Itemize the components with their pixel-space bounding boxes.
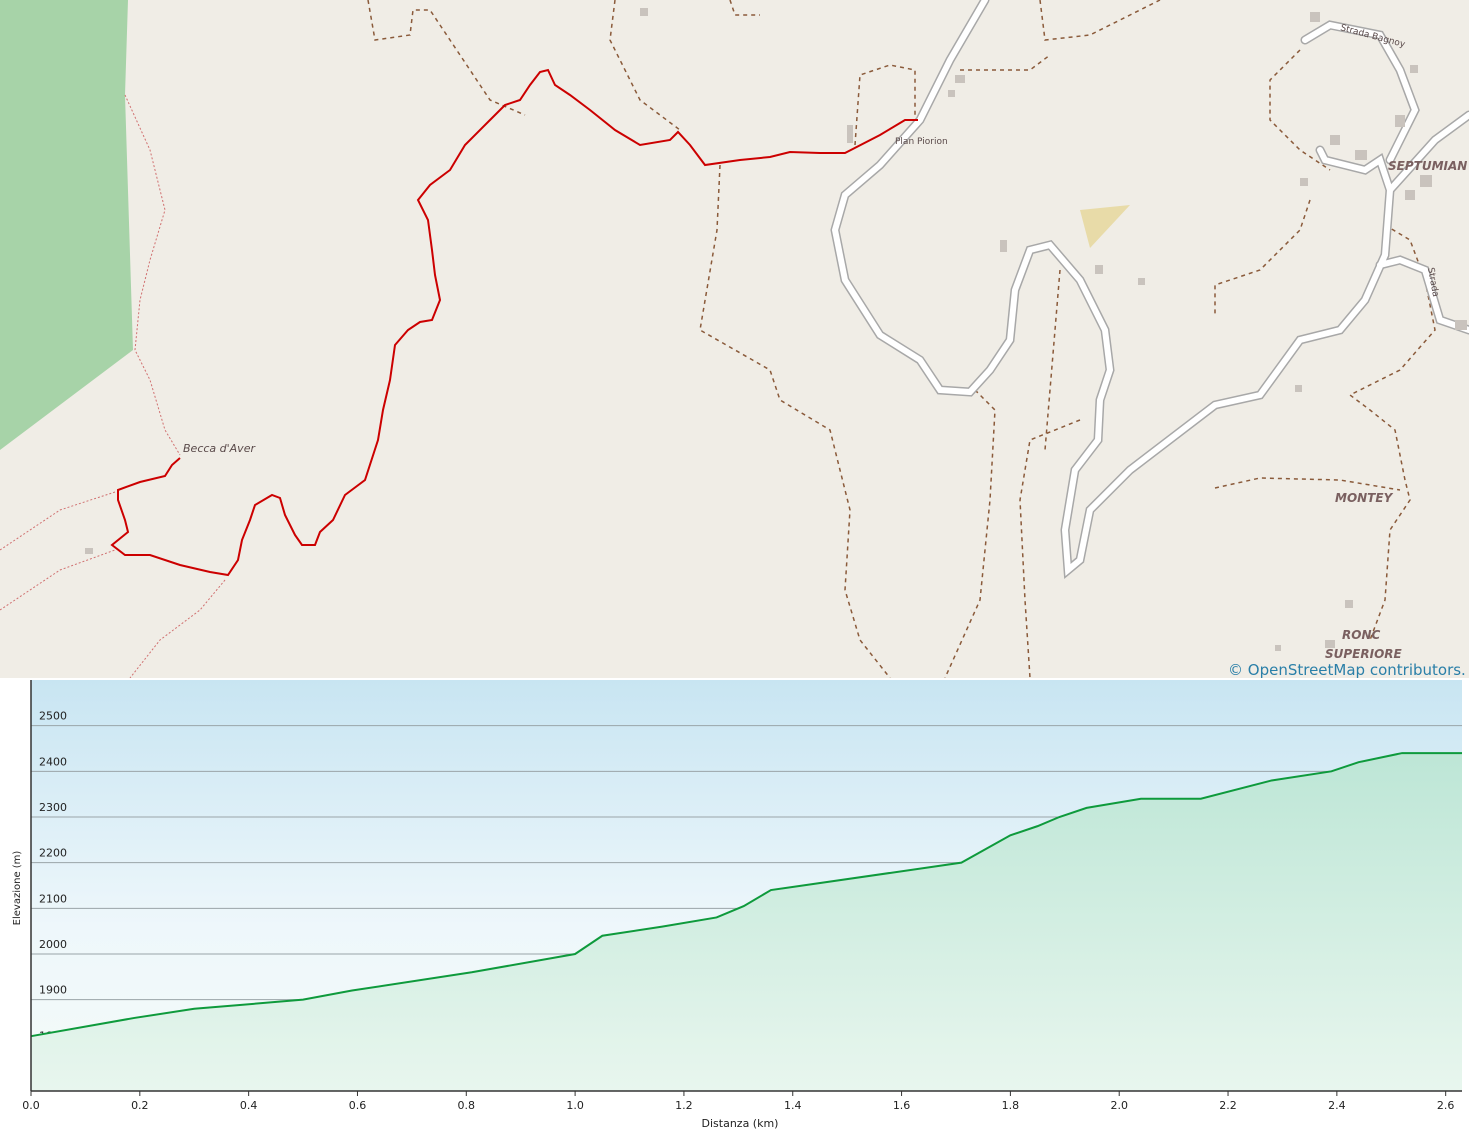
y-tick-label: 2200: [39, 847, 67, 860]
y-tick-label: 2400: [39, 755, 67, 768]
x-axis-title: Distanza (km): [702, 1117, 779, 1130]
x-tick-label: 1.0: [566, 1099, 584, 1112]
field: [1080, 205, 1130, 248]
place-label: MONTEY: [1335, 491, 1394, 505]
y-tick-label: 2500: [39, 710, 67, 723]
y-tick-label: 1900: [39, 984, 67, 997]
x-tick-label: 1.4: [784, 1099, 802, 1112]
elevation-line: [30, 752, 1462, 1038]
paths: [0, 94, 226, 679]
place-label: SEPTUMIAN: [1388, 159, 1467, 173]
roads: [831, 0, 1469, 577]
x-tick-label: 0.4: [240, 1099, 258, 1112]
area-fill: [31, 753, 1462, 1091]
attribution: © OpenStreetMap contributors.: [1228, 661, 1466, 679]
y-tick-label: 2300: [39, 801, 67, 814]
route: [110, 68, 918, 577]
x-tick-label: 0.0: [22, 1099, 40, 1112]
x-tick-label: 2.0: [1110, 1099, 1128, 1112]
x-tick-label: 2.2: [1219, 1099, 1237, 1112]
map: Becca d'Aver Plan Piorion Strada Bagnoy …: [0, 0, 1469, 679]
buildings: [85, 8, 1467, 651]
tracks: [367, 0, 1436, 679]
place-label: Becca d'Aver: [183, 442, 256, 455]
x-tick-label: 1.2: [675, 1099, 693, 1112]
forest: [0, 0, 133, 450]
x-tick-label: 0.8: [458, 1099, 476, 1112]
place-label: RONC: [1342, 628, 1380, 642]
x-tick-label: 2.6: [1437, 1099, 1455, 1112]
x-tick-label: 1.6: [893, 1099, 911, 1112]
x-tick-label: 0.2: [131, 1099, 149, 1112]
y-tick-label: 2100: [39, 892, 67, 905]
place-label: SUPERIORE: [1325, 647, 1403, 661]
x-tick-label: 2.4: [1328, 1099, 1346, 1112]
elevation-chart: Distanza (km) Elevazione (m) 18001900200…: [0, 678, 1469, 1134]
y-axis-title: Elevazione (m): [12, 851, 23, 926]
map-background: [0, 0, 1469, 678]
y-tick-label: 2000: [39, 938, 67, 951]
x-tick-label: 1.8: [1002, 1099, 1020, 1112]
place-label: Plan Piorion: [895, 137, 948, 147]
x-tick-label: 0.6: [349, 1099, 367, 1112]
